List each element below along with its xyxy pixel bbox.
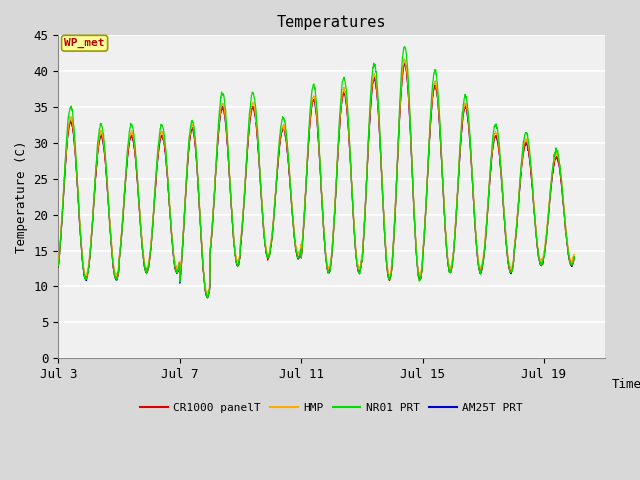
X-axis label: Time: Time	[611, 378, 640, 391]
Text: WP_met: WP_met	[65, 38, 105, 48]
Title: Temperatures: Temperatures	[276, 15, 386, 30]
Legend: CR1000 panelT, HMP, NR01 PRT, AM25T PRT: CR1000 panelT, HMP, NR01 PRT, AM25T PRT	[136, 398, 527, 417]
Y-axis label: Temperature (C): Temperature (C)	[15, 141, 28, 253]
